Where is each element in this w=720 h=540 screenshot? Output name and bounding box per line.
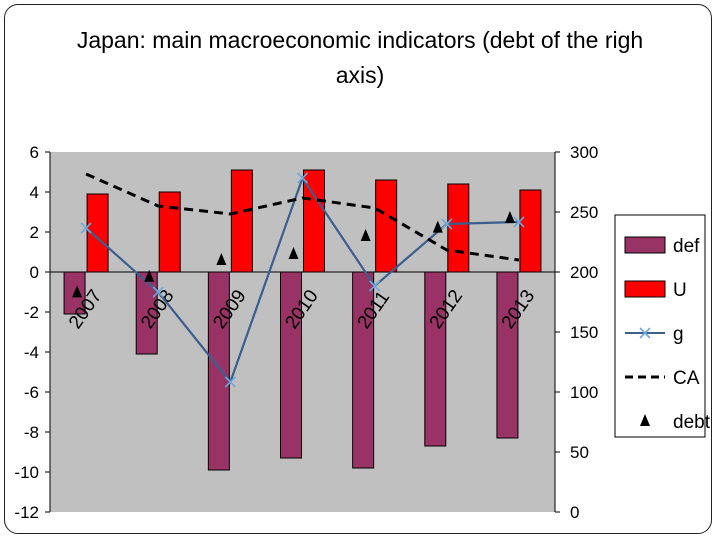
chart-title-line-1: Japan: main macroeconomic indicators (de… — [77, 27, 643, 53]
slide-frame — [4, 4, 712, 534]
bar-U — [230, 169, 253, 273]
y-tick-label-right: 150 — [570, 323, 598, 342]
y-tick-label-left: 6 — [30, 143, 39, 162]
bar-U — [519, 189, 542, 273]
legend-label-U: U — [673, 280, 687, 301]
marker-debt — [504, 211, 515, 223]
plot-background — [50, 152, 555, 512]
marker-debt — [72, 285, 83, 298]
legend-marker-g — [639, 327, 651, 339]
y-tick-label-left: -10 — [14, 463, 39, 482]
legend-label-def: def — [673, 236, 700, 257]
legend-swatch-debt — [640, 414, 650, 426]
legend-swatch-def — [624, 236, 666, 254]
bar-U — [158, 191, 181, 273]
marker-debt — [144, 269, 155, 282]
legend-label-g: g — [673, 324, 684, 345]
point-g — [513, 216, 525, 228]
y-tick-label-left: 4 — [30, 183, 39, 202]
line-CA — [85, 172, 520, 262]
marker-debt — [360, 229, 371, 241]
point-g — [369, 280, 381, 292]
marker-debt — [288, 247, 299, 259]
y-tick-label-right: 250 — [570, 203, 598, 222]
y-tick-label-right: 100 — [570, 383, 598, 402]
y-tick-label-left: -6 — [24, 383, 39, 402]
y-tick-label-right: 300 — [570, 143, 598, 162]
legend-swatch-U — [624, 280, 666, 298]
y-tick-label-left: -4 — [24, 343, 39, 362]
y-tick-label-left: 0 — [30, 263, 39, 282]
legend-label-CA: CA — [673, 368, 700, 389]
point-g — [441, 218, 453, 230]
bar-U — [375, 179, 398, 273]
point-g — [296, 172, 309, 184]
point-g — [152, 286, 164, 298]
y-tick-label-right: 200 — [570, 263, 598, 282]
y-tick-label-left: 2 — [30, 223, 39, 242]
point-g — [80, 222, 92, 234]
plot-area: 6420-2-4-6-8-10-123002502001501005002007… — [14, 143, 598, 522]
marker-debt — [216, 253, 227, 265]
y-tick-label-right: 0 — [570, 503, 579, 522]
y-tick-label-right: 50 — [570, 443, 589, 462]
chart-title-line-2: axis) — [336, 62, 385, 88]
y-tick-label-left: -12 — [14, 503, 39, 522]
legend: def Ug CA debt — [614, 214, 711, 438]
point-g — [224, 376, 236, 388]
marker-debt — [432, 220, 443, 233]
legend-label-debt: debt — [673, 412, 711, 433]
y-tick-label-left: -8 — [24, 423, 39, 442]
y-tick-label-left: -2 — [24, 303, 39, 322]
